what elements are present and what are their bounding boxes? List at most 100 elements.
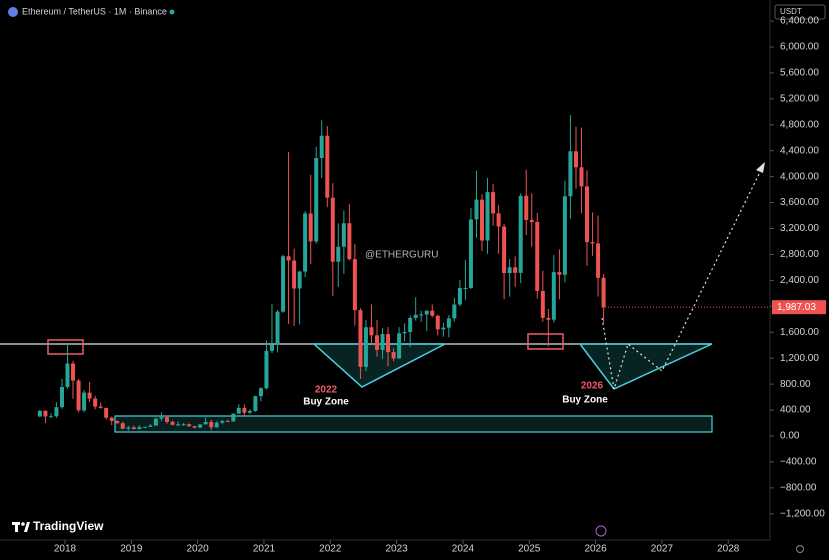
candle-body bbox=[496, 213, 501, 227]
x-tick-label: 2019 bbox=[120, 544, 143, 555]
candle-body bbox=[209, 421, 214, 428]
candle-body bbox=[87, 392, 92, 399]
candle-body bbox=[480, 199, 485, 241]
candle-body bbox=[551, 272, 556, 320]
y-tick-label: 400.00 bbox=[780, 405, 811, 416]
candle-body bbox=[297, 271, 302, 289]
candle-body bbox=[164, 417, 169, 422]
candle-body bbox=[468, 219, 473, 288]
candle-body bbox=[153, 418, 158, 426]
logo-part bbox=[21, 522, 25, 526]
candle-body bbox=[540, 290, 545, 318]
y-tick-label: 1,200.00 bbox=[780, 353, 819, 364]
candle-body bbox=[65, 363, 70, 387]
candle-body bbox=[419, 314, 424, 316]
candle-body bbox=[601, 277, 606, 308]
candle-body bbox=[198, 424, 203, 428]
candle-body bbox=[59, 386, 64, 408]
candle-body bbox=[513, 267, 518, 273]
candle-body bbox=[308, 213, 313, 242]
y-tick-label: 6,400.00 bbox=[780, 16, 819, 27]
candle-body bbox=[491, 192, 496, 214]
candle-body bbox=[286, 256, 291, 261]
candle-body bbox=[48, 416, 53, 418]
y-tick-label: −1,200.00 bbox=[780, 508, 825, 519]
candle-body bbox=[452, 304, 457, 319]
candle-body bbox=[330, 197, 335, 262]
candle-body bbox=[347, 223, 352, 260]
highlight-box bbox=[527, 333, 564, 350]
y-tick-label: 4,800.00 bbox=[780, 119, 819, 130]
candle-body bbox=[98, 406, 103, 408]
candle-body bbox=[187, 424, 192, 427]
candle-body bbox=[137, 427, 142, 430]
candle-body bbox=[535, 222, 540, 291]
watermark: @ETHERGURU bbox=[365, 250, 439, 261]
x-tick-label: 2027 bbox=[651, 544, 674, 555]
x-tick-label: 2023 bbox=[385, 544, 408, 555]
y-tick-label: 2,400.00 bbox=[780, 275, 819, 286]
x-tick-label: 2025 bbox=[518, 544, 541, 555]
candle-body bbox=[314, 157, 319, 242]
candle-body bbox=[71, 363, 76, 381]
candle-body bbox=[352, 259, 357, 311]
candle-body bbox=[225, 421, 230, 423]
x-tick-label: 2020 bbox=[187, 544, 210, 555]
candle-body bbox=[596, 243, 601, 278]
candle-body bbox=[292, 260, 297, 289]
candle-body bbox=[408, 317, 413, 332]
candle-body bbox=[590, 242, 595, 244]
highlight-box bbox=[47, 339, 84, 355]
candle-body bbox=[518, 195, 523, 273]
candle-body bbox=[220, 421, 225, 423]
candle-body bbox=[502, 226, 507, 274]
candle-body bbox=[214, 422, 219, 428]
candle-body bbox=[463, 287, 468, 289]
candle-body bbox=[115, 420, 120, 424]
candle-body bbox=[446, 318, 451, 328]
candle-body bbox=[325, 135, 330, 198]
last-price-label: 1,987.03 bbox=[777, 302, 816, 313]
y-tick-label: 4,400.00 bbox=[780, 145, 819, 156]
candle-body bbox=[424, 310, 429, 315]
candle-body bbox=[37, 410, 42, 417]
candle-body bbox=[236, 407, 241, 414]
candle-body bbox=[275, 311, 280, 345]
eth-icon bbox=[8, 7, 18, 17]
last-price-box bbox=[772, 300, 826, 315]
candle-body bbox=[142, 426, 147, 428]
y-tick-label: 6,000.00 bbox=[780, 42, 819, 53]
logo-part bbox=[24, 522, 30, 532]
x-tick-label: 2018 bbox=[54, 544, 77, 555]
x-tick-label: 2022 bbox=[319, 544, 342, 555]
logo-part bbox=[15, 522, 18, 532]
candle-body bbox=[231, 413, 236, 422]
tv-logo bbox=[12, 522, 30, 532]
candle-body bbox=[457, 288, 462, 305]
candle-body bbox=[397, 333, 402, 359]
candle-body bbox=[375, 335, 380, 350]
candle-body bbox=[131, 427, 136, 430]
candle-body bbox=[303, 213, 308, 272]
candle-body bbox=[159, 417, 164, 419]
candle-body bbox=[109, 417, 114, 421]
candle-body bbox=[242, 407, 247, 413]
candle-body bbox=[120, 423, 125, 429]
x-tick-label: 2028 bbox=[717, 544, 740, 555]
candle-body bbox=[192, 426, 197, 428]
y-tick-label: 3,200.00 bbox=[780, 223, 819, 234]
accumulation-box bbox=[114, 415, 713, 433]
candle-body bbox=[568, 151, 573, 197]
y-tick-label: 0.00 bbox=[780, 431, 800, 442]
candle-body bbox=[474, 199, 479, 220]
y-tick-label: 2,800.00 bbox=[780, 249, 819, 260]
buy-zone-triangle bbox=[312, 343, 446, 388]
y-tick-label: −800.00 bbox=[780, 483, 817, 494]
zone-year: 2026 bbox=[581, 381, 604, 392]
candle-body bbox=[247, 410, 252, 413]
brand: TradingView bbox=[33, 519, 104, 533]
candle-body bbox=[441, 327, 446, 330]
y-tick-label: 800.00 bbox=[780, 379, 811, 390]
